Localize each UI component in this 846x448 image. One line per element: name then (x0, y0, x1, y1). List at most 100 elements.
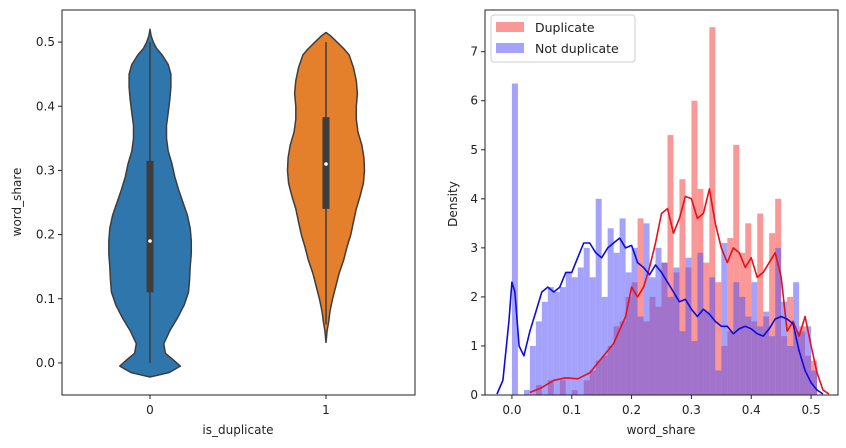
histogram-bar-not-duplicate (757, 326, 764, 395)
histogram-x-axis-label: word_share (627, 423, 696, 437)
histogram-y-tick-label: 1 (470, 339, 478, 353)
violin-x-tick-label: 0 (146, 403, 154, 417)
legend-swatch-duplicate (496, 22, 524, 32)
histogram-x-tick-label: 0.1 (562, 403, 581, 417)
violin-x-tick-label: 1 (322, 403, 330, 417)
histogram-bar-duplicate (709, 27, 716, 395)
histogram-bar-duplicate (679, 179, 686, 395)
histogram-bar-not-duplicate (613, 252, 620, 395)
histogram-y-axis-label: Density (446, 181, 460, 227)
histogram-bar-not-duplicate (781, 301, 788, 395)
violin-y-tick-label: 0.0 (36, 356, 55, 370)
histogram-x-ticks: 0.0 0.1 0.2 0.3 0.4 0.5 (502, 395, 821, 417)
histogram-bar-not-duplicate (811, 370, 818, 395)
histogram-bar-not-duplicate (625, 272, 632, 395)
histogram-y-tick-label: 5 (470, 143, 478, 157)
histogram-bar-not-duplicate (541, 301, 548, 395)
histogram-y-tick-label: 6 (470, 94, 478, 108)
violin-iqr-box-0 (146, 160, 154, 293)
violin-median-1 (324, 162, 328, 166)
legend-label-duplicate: Duplicate (535, 20, 595, 35)
histogram-bar-duplicate (727, 238, 734, 395)
histogram-bar-not-duplicate (769, 336, 776, 395)
histogram-x-tick-label: 0.3 (682, 403, 701, 417)
histogram-y-tick-label: 7 (470, 45, 478, 59)
histogram-bar-not-duplicate (631, 247, 638, 395)
violin-shapes (108, 28, 366, 378)
histogram-x-tick-label: 0.5 (802, 403, 821, 417)
histogram-y-ticks: 0 1 2 3 4 5 6 7 (470, 45, 485, 402)
violin-axes-frame (61, 9, 416, 396)
violin-plot-area (62, 10, 415, 395)
histogram-bar-not-duplicate (547, 287, 554, 395)
histogram-bar-not-duplicate (715, 370, 722, 395)
histogram-bar-duplicate (691, 100, 698, 395)
histogram-bar-not-duplicate (733, 282, 740, 395)
histogram-bar-not-duplicate (643, 223, 650, 395)
histogram-bar-not-duplicate (607, 228, 614, 395)
histogram-y-tick-label: 0 (470, 388, 478, 402)
violin-y-axis-label: word_share (10, 168, 24, 237)
histogram-bar-duplicate (733, 144, 740, 395)
histogram-bar-not-duplicate (679, 331, 686, 395)
histogram-bar-not-duplicate (589, 277, 596, 395)
histogram-bar-not-duplicate (721, 242, 728, 395)
legend-label-not-duplicate: Not duplicate (535, 41, 619, 56)
violin-y-tick-label: 0.5 (36, 35, 55, 49)
histogram-bar-not-duplicate (751, 282, 758, 395)
histogram-bar-not-duplicate (529, 345, 536, 395)
histogram-bar-not-duplicate (553, 292, 560, 395)
histogram-bar-not-duplicate (583, 247, 590, 395)
histogram-panel: 0 1 2 3 4 5 6 7 0.0 0.1 0.2 0.3 0.4 0.5 word_share D… (446, 9, 839, 437)
histogram-bar-not-duplicate (601, 296, 608, 395)
histogram-bar-not-duplicate (577, 267, 584, 395)
histogram-bar-duplicate (787, 296, 794, 395)
histogram-bar-not-duplicate (709, 277, 716, 395)
histogram-bar-duplicate (769, 233, 776, 395)
histogram-bar-duplicate (757, 213, 764, 395)
kde-line-not-duplicate (496, 237, 824, 395)
violin-y-tick-label: 0.1 (36, 292, 55, 306)
histogram-y-tick-label: 3 (470, 241, 478, 255)
histogram-bar-not-duplicate (787, 345, 794, 395)
histogram-bar-not-duplicate (649, 277, 656, 395)
histogram-bar-not-duplicate (559, 287, 566, 395)
histogram-bar-not-duplicate (745, 316, 752, 395)
histogram-bar-not-duplicate (523, 390, 530, 395)
kde-line-duplicate (529, 188, 830, 395)
legend-swatch-not-duplicate (496, 43, 524, 53)
histogram-x-tick-label: 0.2 (622, 403, 641, 417)
histogram-bar-not-duplicate (763, 311, 770, 395)
histogram-bar-not-duplicate (685, 257, 692, 395)
histogram-bar-not-duplicate (703, 311, 710, 395)
histogram-bar-not-duplicate (691, 341, 698, 395)
histogram-bar-not-duplicate (511, 83, 518, 395)
histogram-bar-not-duplicate (697, 252, 704, 395)
histogram-bar-duplicate (637, 218, 644, 395)
histogram-bar-not-duplicate (667, 296, 674, 395)
histogram-axes-frame (484, 9, 839, 396)
histogram-bars (511, 27, 818, 395)
histogram-x-tick-label: 0.4 (742, 403, 761, 417)
histogram-bar-not-duplicate (571, 277, 578, 395)
histogram-bar-not-duplicate (739, 296, 746, 395)
histogram-bar-not-duplicate (727, 331, 734, 395)
histogram-bar-not-duplicate (619, 218, 626, 395)
legend-box (490, 14, 636, 63)
violin-x-axis-label: is_duplicate (202, 423, 273, 437)
histogram-bar-not-duplicate (655, 247, 662, 395)
histogram-bar-not-duplicate (637, 316, 644, 395)
violin-y-tick-label: 0.4 (36, 99, 55, 113)
histogram-bar-duplicate (745, 223, 752, 395)
histogram-y-tick-label: 2 (470, 290, 478, 304)
histogram-x-tick-label: 0.0 (502, 403, 521, 417)
histogram-bar-duplicate (667, 135, 674, 395)
histogram-bar-not-duplicate (535, 321, 542, 395)
violin-y-tick-label: 0.3 (36, 163, 55, 177)
histogram-bar-not-duplicate (673, 267, 680, 395)
violin-median-0 (148, 239, 152, 243)
violin-y-tick-label: 0.2 (36, 228, 55, 242)
